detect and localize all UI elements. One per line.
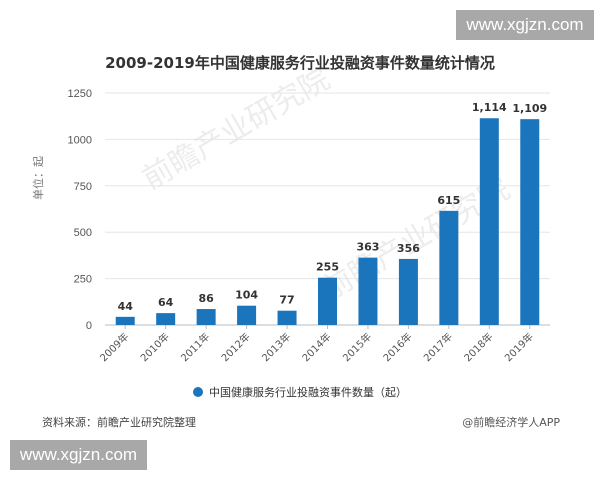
svg-text:2011年: 2011年 [178, 330, 212, 364]
x-axis-ticks: 2009年 2010年 2011年 2012年 2013年 2014年 2015年 2016年… [97, 325, 536, 364]
bar [479, 118, 499, 325]
svg-text:2018年: 2018年 [461, 330, 495, 364]
credit-note: @前瞻经济学人APP [462, 416, 560, 429]
svg-text:前瞻产业研究院: 前瞻产业研究院 [137, 62, 336, 197]
svg-text:1,109: 1,109 [512, 102, 547, 115]
bar [520, 119, 540, 325]
bar [398, 258, 418, 325]
svg-text:2015年: 2015年 [340, 330, 374, 364]
svg-text:2012年: 2012年 [218, 330, 252, 364]
svg-text:750: 750 [74, 181, 92, 193]
svg-text:2014年: 2014年 [299, 330, 333, 364]
y-axis-ticks: 0 250 500 750 1000 1250 [68, 88, 92, 332]
svg-text:2016年: 2016年 [380, 330, 414, 364]
legend-label: 中国健康服务行业投融资事件数量（起） [209, 386, 407, 399]
svg-text:500: 500 [74, 227, 92, 239]
bar [196, 309, 216, 325]
legend-dot-icon [193, 387, 203, 397]
source-note: 资料来源：前瞻产业研究院整理 [42, 416, 196, 429]
svg-text:104: 104 [235, 289, 258, 302]
bar [237, 305, 257, 325]
bar [115, 316, 135, 325]
svg-text:77: 77 [279, 294, 294, 307]
svg-text:0: 0 [86, 320, 92, 332]
svg-text:64: 64 [158, 296, 174, 309]
svg-text:2009年: 2009年 [97, 330, 131, 364]
svg-text:2017年: 2017年 [421, 330, 455, 364]
bar [318, 277, 337, 325]
svg-text:86: 86 [198, 292, 214, 305]
chart-title: 2009-2019年中国健康服务行业投融资事件数量统计情况 [105, 54, 495, 72]
svg-text:250: 250 [74, 274, 92, 286]
svg-text:356: 356 [397, 242, 420, 255]
svg-text:2010年: 2010年 [138, 330, 172, 364]
bar [439, 210, 459, 325]
svg-text:2019年: 2019年 [502, 330, 536, 364]
svg-text:1250: 1250 [68, 88, 92, 100]
bars: 44 64 86 104 77 255 363 356 615 1,114 1,109 [115, 101, 547, 325]
bar [156, 313, 176, 325]
y-axis-label: 单位：起 [32, 156, 45, 200]
svg-text:1,114: 1,114 [472, 101, 507, 114]
svg-text:2013年: 2013年 [259, 330, 293, 364]
svg-text:615: 615 [437, 194, 460, 207]
svg-text:44: 44 [118, 300, 134, 313]
svg-text:255: 255 [316, 261, 339, 274]
legend: 中国健康服务行业投融资事件数量（起） [0, 384, 600, 400]
svg-text:1000: 1000 [68, 134, 92, 146]
bar [358, 257, 378, 325]
svg-text:363: 363 [356, 241, 379, 254]
watermark-top-right: www.xgjzn.com [456, 10, 594, 40]
watermark-bottom-left: www.xgjzn.com [10, 440, 147, 470]
bar [277, 310, 297, 325]
